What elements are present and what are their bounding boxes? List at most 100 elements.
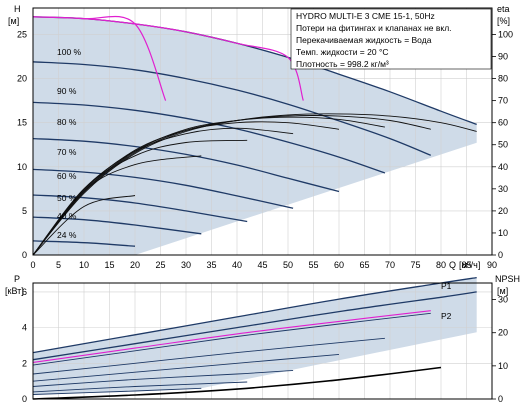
- duty-power-curve: [32, 310, 431, 363]
- power-curve: [32, 387, 202, 395]
- head-curve: [32, 101, 386, 174]
- x-tick-label: 10: [79, 260, 89, 270]
- y-tick-label-right: 70: [498, 96, 508, 106]
- y-tick-label-right: 50: [498, 140, 508, 150]
- info-line-temperature: Темп. жидкости = 20 °C: [296, 47, 388, 57]
- y-tick-label-right: 100: [498, 29, 513, 39]
- y-axis-label-right: eta: [497, 4, 510, 14]
- npsh-tick-label: 30: [498, 295, 508, 305]
- y-tick-label-left: 15: [17, 118, 27, 128]
- top-x-ticks: 0 5 10 15 20 25 30 35 40 45 50 55 60 65 70 75 80 85 90: [30, 260, 497, 270]
- power-range-area: [33, 277, 477, 395]
- x-tick-label: 35: [206, 260, 216, 270]
- y-tick-label-right: 20: [498, 206, 508, 216]
- x-tick-label: 65: [359, 260, 369, 270]
- power-curve: [32, 353, 340, 382]
- info-line-liquid: Перекачиваемая жидкость = Вода: [296, 35, 432, 45]
- top-curves: [32, 15, 477, 256]
- speed-label-60: 60 %: [57, 171, 77, 181]
- y-tick-label-right: 90: [498, 52, 508, 62]
- power-curve: [32, 381, 248, 393]
- efficiency-curve: [32, 195, 136, 256]
- y-tick-label-left: 20: [17, 74, 27, 84]
- head-curve: [32, 194, 248, 223]
- y-tick-label-right: 60: [498, 118, 508, 128]
- power-curve: [32, 337, 385, 375]
- x-axis-label: Q: [449, 260, 456, 270]
- top-grid: [32, 8, 493, 256]
- npsh-axis-label: NPSH: [495, 274, 520, 284]
- y-tick-label-left: 5: [22, 206, 27, 216]
- power-tick-label: 0: [22, 394, 27, 404]
- y-tick-label-left: 25: [17, 29, 27, 39]
- power-axis-label: P: [14, 274, 20, 284]
- bottom-y-ticks-left: 0 2 4 6: [22, 287, 27, 404]
- efficiency-curve: [32, 155, 202, 256]
- power-axis-unit: [кВт]: [5, 286, 24, 296]
- x-tick-label: 80: [436, 260, 446, 270]
- x-tick-label: 55: [308, 260, 318, 270]
- head-curve: [32, 61, 432, 156]
- speed-labels: 100 % 90 % 80 % 70 % 60 % 50 % 40 % 24 %: [57, 47, 82, 240]
- x-tick-label: 5: [56, 260, 61, 270]
- info-box: HYDRO MULTI-E 3 CME 15-1, 50Hz Потери на…: [290, 8, 492, 70]
- top-y-ticks-left: 0 5 10 15 20 25: [17, 29, 27, 260]
- bottom-panel: 0 2 4 6 0 10 20 30 P [кВт] NPSH [м] P1 P2: [5, 274, 520, 404]
- x-tick-label: 85: [461, 260, 471, 270]
- npsh-tick-label: 20: [498, 328, 508, 338]
- speed-label-40: 40 %: [57, 211, 77, 221]
- x-tick-label: 60: [334, 260, 344, 270]
- x-tick-label: 75: [410, 260, 420, 270]
- npsh-curve: [32, 366, 442, 400]
- series-label-p1: P1: [441, 281, 452, 291]
- speed-label-80: 80 %: [57, 117, 77, 127]
- x-axis-unit: [м³/ч]: [459, 260, 480, 270]
- y-tick-label-right: 40: [498, 162, 508, 172]
- y-axis-label-left: H: [14, 4, 21, 14]
- y-tick-label-right: 0: [498, 250, 503, 260]
- operating-range-area: [33, 16, 477, 255]
- x-tick-label: 50: [283, 260, 293, 270]
- x-tick-label: 0: [30, 260, 35, 270]
- npsh-tick-label: 0: [498, 394, 503, 404]
- power-curve: [32, 369, 294, 387]
- efficiency-curve: [32, 139, 248, 256]
- speed-label-70: 70 %: [57, 147, 77, 157]
- y-tick-label-right: 10: [498, 228, 508, 238]
- x-tick-label: 45: [257, 260, 267, 270]
- power-tick-label: 2: [22, 358, 27, 368]
- x-tick-label: 20: [130, 260, 140, 270]
- npsh-axis-unit: [м]: [497, 286, 508, 296]
- head-curve: [32, 137, 340, 193]
- x-tick-label: 30: [181, 260, 191, 270]
- top-plot-frame: [32, 7, 493, 256]
- power-tick-label: 6: [22, 287, 27, 297]
- x-tick-label: 15: [104, 260, 114, 270]
- x-tick-label: 40: [232, 260, 242, 270]
- power-curve: [32, 312, 431, 366]
- efficiency-curve: [32, 121, 340, 256]
- duty-curve: [32, 15, 167, 101]
- x-tick-label: 25: [155, 260, 165, 270]
- y-tick-label-left: 0: [22, 250, 27, 260]
- bottom-y-ticks-right: 0 10 20 30: [492, 295, 508, 404]
- x-tick-label: 90: [487, 260, 497, 270]
- speed-label-50: 50 %: [57, 193, 77, 203]
- info-line-pump-model: HYDRO MULTI-E 3 CME 15-1, 50Hz: [296, 11, 435, 21]
- y-tick-label-right: 80: [498, 74, 508, 84]
- y-axis-unit-right: [%]: [497, 16, 510, 26]
- speed-label-90: 90 %: [57, 86, 77, 96]
- head-curve: [32, 216, 202, 235]
- top-panel: 0 5 10 15 20 25 30 35 40 45 50 55 60 65 70 75 80 85 90 0 5 1…: [8, 4, 513, 270]
- y-tick-label-right: 30: [498, 184, 508, 194]
- series-label-p2: P2: [441, 311, 452, 321]
- speed-label-100: 100 %: [57, 47, 82, 57]
- x-tick-label: 70: [385, 260, 395, 270]
- y-tick-label-left: 10: [17, 162, 27, 172]
- y-axis-unit-left: [м]: [8, 16, 19, 26]
- info-line-losses: Потери на фитингах и клапанах не вкл.: [296, 23, 452, 33]
- power-tick-label: 4: [22, 323, 27, 333]
- npsh-tick-label: 10: [498, 361, 508, 371]
- info-line-density: Плотность = 998.2 кг/м³: [296, 59, 389, 69]
